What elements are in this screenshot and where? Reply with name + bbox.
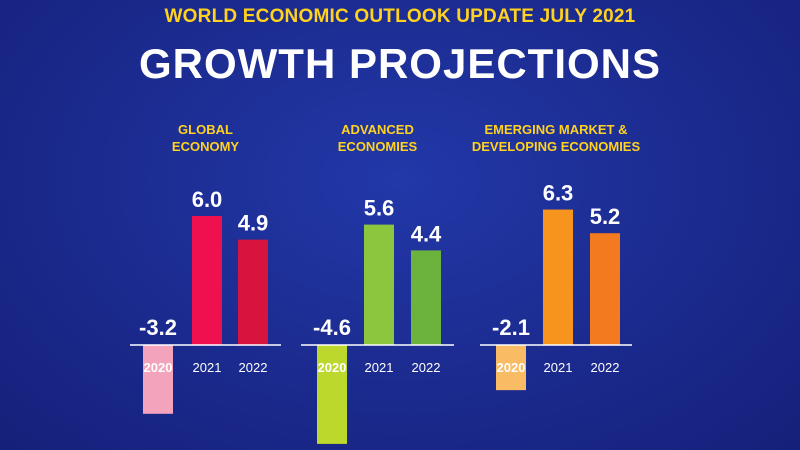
panel-title: GLOBAL [178,122,233,137]
bar-2021 [192,216,222,345]
data-label: 4.9 [238,211,269,236]
year-label: 2022 [591,360,620,375]
data-label: 6.3 [543,181,574,206]
year-label: 2021 [544,360,573,375]
bar-2020 [143,345,173,414]
year-label: 2021 [365,360,394,375]
data-label: 4.4 [411,221,442,246]
chart-subtitle: WORLD ECONOMIC OUTLOOK UPDATE JULY 2021 [164,6,636,27]
year-label: 2020 [318,360,347,375]
data-label: -4.6 [313,315,351,340]
bar-2020 [496,345,526,391]
bar-2021 [543,209,573,345]
chart-title: GROWTH PROJECTIONS [138,40,662,87]
data-label: -3.2 [139,315,177,340]
data-label: 5.6 [364,196,395,221]
data-label: 5.2 [590,204,621,229]
panel-title: EMERGING MARKET & [485,122,628,137]
year-label: 2022 [239,360,268,375]
panel-title: ECONOMY [172,139,240,154]
bar-2022 [411,250,441,345]
panel-title: ECONOMIES [338,139,418,154]
panel-title: DEVELOPING ECONOMIES [472,139,641,154]
year-label: 2020 [144,360,173,375]
bar-2022 [238,239,268,345]
year-label: 2020 [497,360,526,375]
data-label: 6.0 [192,187,223,212]
bar-2021 [364,224,394,345]
year-label: 2022 [412,360,441,375]
bar-2020 [317,345,347,444]
data-label: -2.1 [492,315,530,340]
panel-title: ADVANCED [341,122,414,137]
year-label: 2021 [193,360,222,375]
bar-2022 [590,233,620,345]
